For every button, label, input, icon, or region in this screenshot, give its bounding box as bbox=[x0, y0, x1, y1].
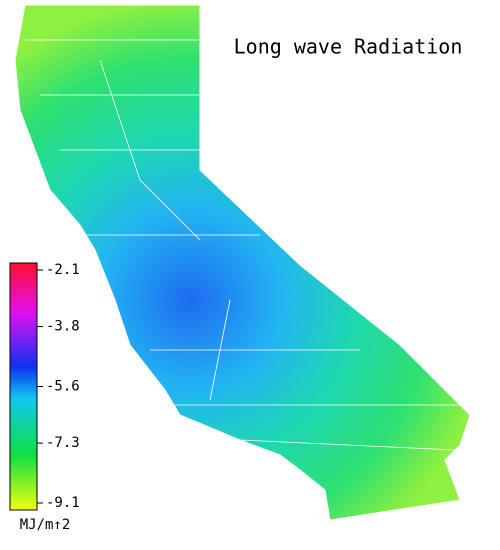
color-bar-tick-label: -7.3 bbox=[46, 435, 80, 451]
color-bar-tick-label: -2.1 bbox=[46, 262, 80, 278]
color-bar-tick-label: -3.8 bbox=[46, 319, 80, 335]
county-lines bbox=[25, 39, 470, 451]
color-bar bbox=[9, 262, 38, 511]
map-title: Long wave Radiation bbox=[234, 35, 463, 59]
state-map bbox=[14, 4, 471, 521]
color-bar-tick-label: -9.1 bbox=[46, 495, 80, 511]
color-bar-unit: MJ/m↑2 bbox=[20, 517, 71, 533]
color-bar-tick-label: -5.6 bbox=[46, 379, 80, 395]
